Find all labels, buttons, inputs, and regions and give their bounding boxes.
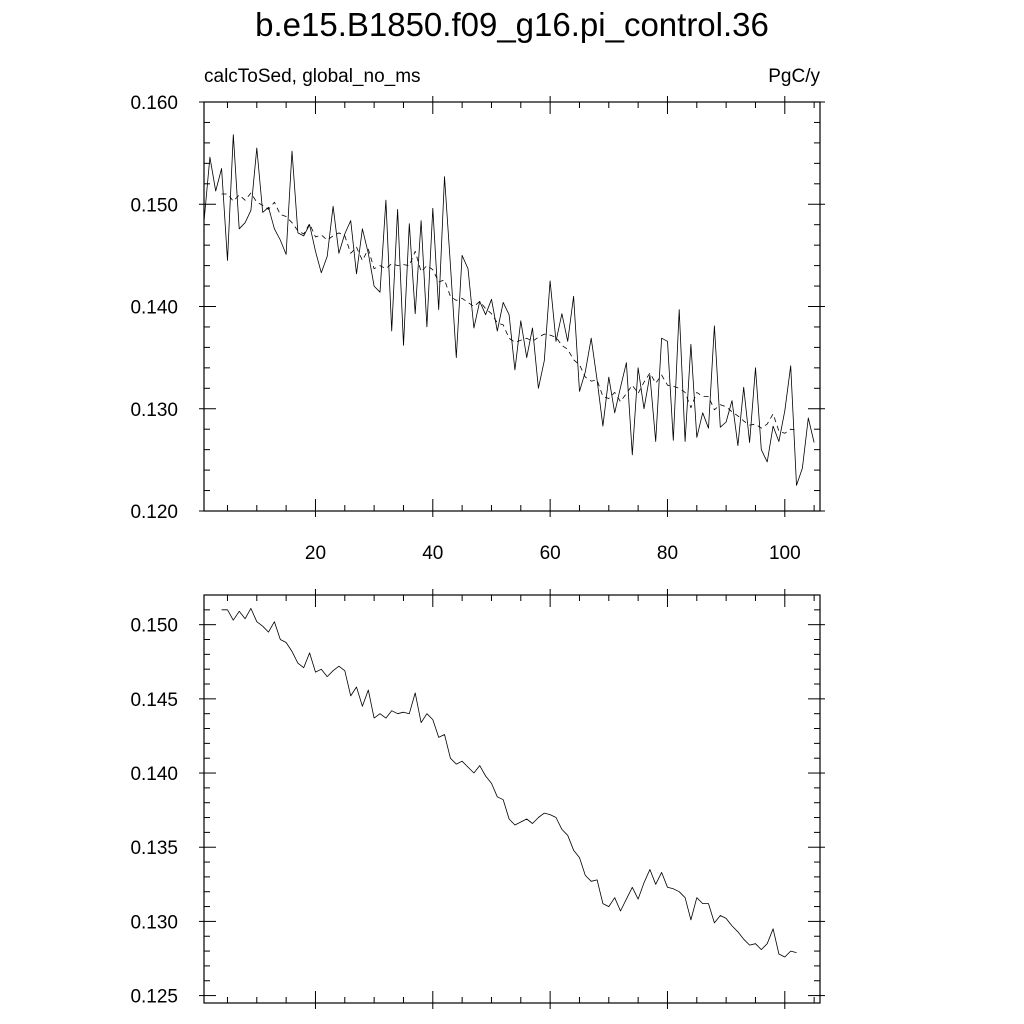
x-tick-label: 80 (657, 543, 678, 564)
plot-panel-2: 0.125 0.130 0.135 0.140 0.145 0.150 (130, 589, 825, 1009)
y-tick-label: 0.120 (130, 502, 178, 523)
plot-frame (203, 594, 821, 1004)
y-tick-label: 0.150 (130, 195, 178, 216)
y-tick-label: 0.140 (130, 764, 178, 785)
series-line-1 (221, 608, 797, 958)
y-tick-label: 0.135 (130, 838, 178, 859)
x-tick-label: 60 (540, 543, 561, 564)
x-tick-label: 20 (305, 543, 326, 564)
x-tick-label: 40 (422, 543, 443, 564)
y-tick-label: 0.130 (130, 912, 178, 933)
variable-label: calcToSed, global_no_ms (204, 66, 421, 87)
series-line-1 (203, 134, 815, 486)
y-tick-label: 0.140 (130, 298, 178, 319)
y-tick-label: 0.145 (130, 690, 178, 711)
y-tick-label: 0.150 (130, 616, 178, 637)
units-label: PgC/y (768, 66, 820, 87)
running-mean-line (221, 192, 797, 434)
plot-frame (203, 101, 821, 512)
y-tick-label: 0.125 (130, 987, 178, 1008)
y-tick-label: 0.160 (130, 93, 178, 114)
x-tick-label: 100 (769, 543, 801, 564)
chart-title: b.e15.B1850.f09_g16.pi_control.36 (255, 6, 769, 43)
plot-panel-1: 0.120 0.130 0.140 0.150 0.160 20 40 60 80 100 calc… (130, 66, 825, 564)
y-tick-label: 0.130 (130, 400, 178, 421)
